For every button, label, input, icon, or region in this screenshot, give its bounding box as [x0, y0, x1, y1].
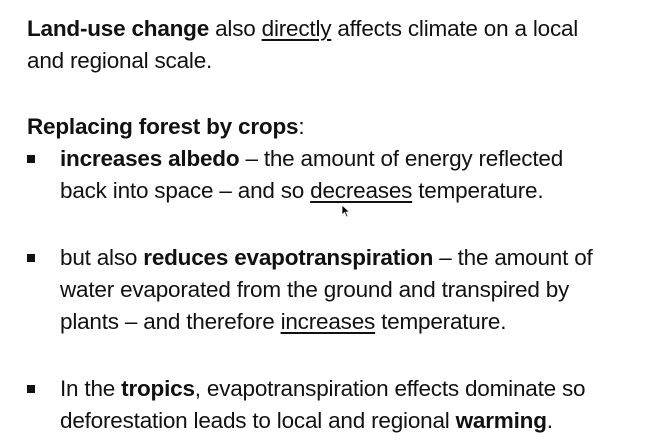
- bullet-line: back into space – and so decreases tempe…: [60, 175, 563, 207]
- bullet-line: deforestation leads to local and regiona…: [60, 405, 585, 437]
- bullet-underlined: increases: [280, 309, 376, 334]
- bullet-line: but also reduces evapotranspiration – th…: [60, 242, 593, 274]
- heading-colon: :: [298, 114, 305, 139]
- bullet-text-part: back into space – and so: [60, 178, 311, 203]
- bullet-line: water evaporated from the ground and tra…: [60, 277, 570, 302]
- intro-underlined: directly: [261, 16, 332, 41]
- bullet-text-part: plants – and therefore: [60, 309, 281, 334]
- intro-text-2: affects climate on a local: [331, 16, 579, 41]
- square-bullet-icon: [27, 385, 35, 393]
- bullet-text-part: .: [546, 408, 553, 433]
- bullet-text-part: , evapotranspiration effects dominate so: [194, 376, 586, 401]
- intro-bold: Land-use change: [27, 16, 210, 41]
- bullet-line: In the tropics, evapotranspiration effec…: [60, 373, 586, 405]
- bullet-bold: increases albedo: [60, 146, 240, 171]
- intro-paragraph: Land-use change also directly affects cl…: [27, 13, 652, 77]
- section-heading: Replacing forest by crops:: [27, 111, 652, 143]
- intro-text: also: [209, 16, 262, 41]
- bullet-text-part: but also: [60, 245, 144, 270]
- bullet-underlined: decreases: [310, 178, 413, 203]
- intro-line-1: Land-use change also directly affects cl…: [27, 13, 652, 45]
- bullet-text: increases albedo – the amount of energy …: [60, 143, 563, 207]
- bullet-line: plants – and therefore increases tempera…: [60, 306, 593, 338]
- bullet-bold: reduces evapotranspiration: [143, 245, 434, 270]
- intro-line-2: and regional scale.: [27, 48, 213, 73]
- bullet-text-part: – the amount of: [433, 245, 593, 270]
- bullet-text-part: temperature.: [412, 178, 544, 203]
- bullet-text-part: – the amount of energy reflected: [239, 146, 564, 171]
- bullet-text-part: In the: [60, 376, 122, 401]
- heading-bold: Replacing forest by crops: [27, 114, 299, 139]
- bullet-text-part: temperature.: [375, 309, 507, 334]
- bullet-line: increases albedo – the amount of energy …: [60, 143, 563, 175]
- square-bullet-icon: [27, 155, 35, 163]
- mouse-pointer-icon: [341, 204, 351, 218]
- bullet-bold: warming: [455, 408, 547, 433]
- bullet-text: In the tropics, evapotranspiration effec…: [60, 373, 586, 437]
- bullet-bold: tropics: [121, 376, 195, 401]
- square-bullet-icon: [27, 254, 35, 262]
- bullet-text: but also reduces evapotranspiration – th…: [60, 242, 593, 338]
- bullet-text-part: deforestation leads to local and regiona…: [60, 408, 456, 433]
